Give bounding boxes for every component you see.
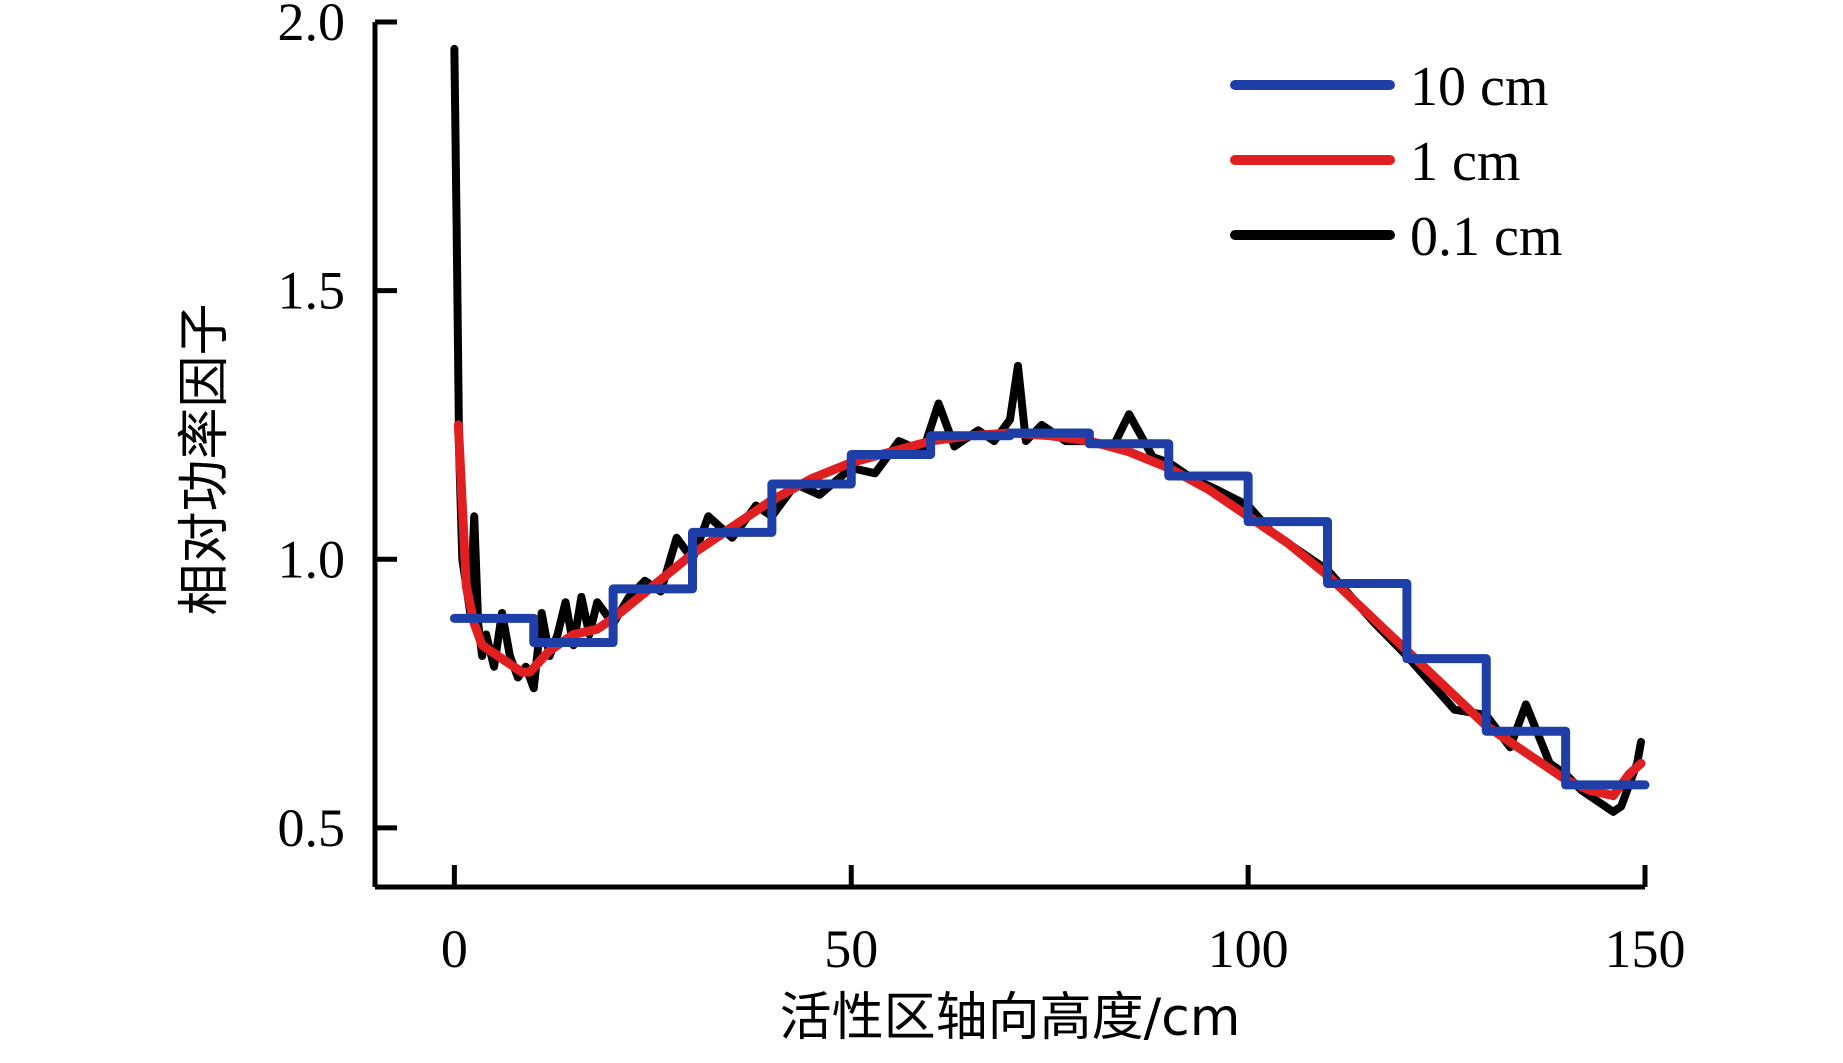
y-tick-label: 1.0 — [278, 529, 346, 589]
x-axis-title: 活性区轴向高度/cm — [780, 988, 1241, 1048]
legend-label: 1 cm — [1410, 131, 1520, 193]
legend-label: 0.1 cm — [1410, 206, 1562, 268]
series-line-1-cm — [453, 420, 1646, 801]
y-tick-label: 1.5 — [278, 261, 346, 321]
legend: 10 cm 1 cm 0.1 cm — [1230, 56, 1562, 268]
x-tick-label: 100 — [1208, 919, 1289, 979]
axes — [372, 22, 1645, 890]
x-tick-label: 0 — [441, 919, 468, 979]
y-tick-label: 2.0 — [278, 0, 346, 52]
y-axis-title: 相对功率因子 — [175, 303, 235, 615]
series-line-10-cm — [449, 428, 1650, 790]
x-tick-label: 150 — [1605, 919, 1686, 979]
y-tick-label: 0.5 — [278, 798, 346, 858]
legend-label: 10 cm — [1410, 56, 1548, 118]
plot-lines — [449, 44, 1650, 816]
x-tick-label: 50 — [824, 919, 878, 979]
ticks: 0.5 1.0 1.5 2.0 0 50 100 150 — [278, 0, 1686, 979]
